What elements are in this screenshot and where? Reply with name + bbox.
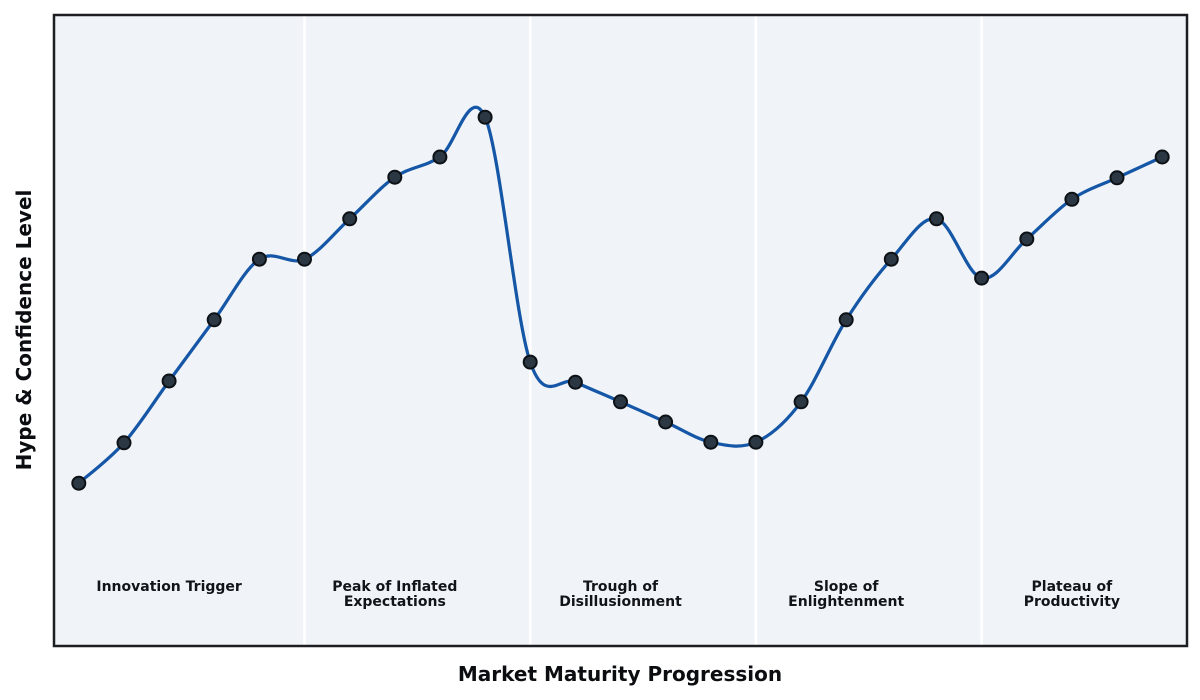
data-point-marker xyxy=(522,354,538,370)
data-point-marker xyxy=(748,434,764,450)
x-axis-title: Market Maturity Progression xyxy=(457,662,783,686)
data-point-marker xyxy=(432,149,448,165)
data-point-marker xyxy=(251,251,267,267)
phase-label-line: Productivity xyxy=(1023,594,1121,610)
phase-label-line: Slope of xyxy=(813,579,879,595)
phase-label-plateau-of-productivity: Plateau of Productivity xyxy=(1024,580,1120,610)
data-point-marker xyxy=(477,109,493,125)
data-point-marker xyxy=(703,434,719,450)
plot-border xyxy=(52,13,1189,648)
data-point-marker xyxy=(71,475,87,491)
phase-label-line: Peak of Inflated xyxy=(332,579,458,595)
data-point-marker xyxy=(161,373,177,389)
data-point-marker xyxy=(929,211,944,227)
phase-label-trough-of-disillusionment: Trough of Disillusionment xyxy=(559,580,682,610)
data-point-marker xyxy=(206,312,222,328)
phase-label-peak-of-inflated-expectations: Peak of Inflated Expectations xyxy=(332,580,457,610)
data-point-marker xyxy=(567,374,583,390)
phase-label-line: Enlightenment xyxy=(788,594,905,610)
data-point-marker xyxy=(342,211,358,227)
data-point-marker xyxy=(974,270,990,286)
data-point-marker xyxy=(116,435,132,451)
phase-label-line: Trough of xyxy=(582,579,659,595)
phase-label-innovation-trigger: Innovation Trigger xyxy=(96,580,241,595)
data-point-marker xyxy=(1109,170,1125,186)
phase-label-slope-of-enlightenment: Slope of Enlightenment xyxy=(788,580,904,610)
data-point-marker xyxy=(613,394,628,410)
phase-label-line: Disillusionment xyxy=(559,594,682,610)
phase-label-line: Expectations xyxy=(343,594,446,610)
y-axis-title: Hype & Confidence Level xyxy=(12,189,36,471)
data-point-marker xyxy=(1154,149,1170,165)
data-point-marker xyxy=(793,394,809,410)
phase-label-line: Innovation Trigger xyxy=(96,579,242,595)
phase-label-line: Plateau of xyxy=(1031,579,1113,595)
data-point-marker xyxy=(297,251,312,267)
plot-background xyxy=(54,15,1187,646)
data-point-marker xyxy=(883,251,899,267)
data-point-marker xyxy=(387,169,403,185)
data-point-marker xyxy=(1064,191,1080,207)
data-point-marker xyxy=(1019,231,1035,247)
data-point-marker xyxy=(658,414,674,430)
data-point-marker xyxy=(838,312,854,328)
